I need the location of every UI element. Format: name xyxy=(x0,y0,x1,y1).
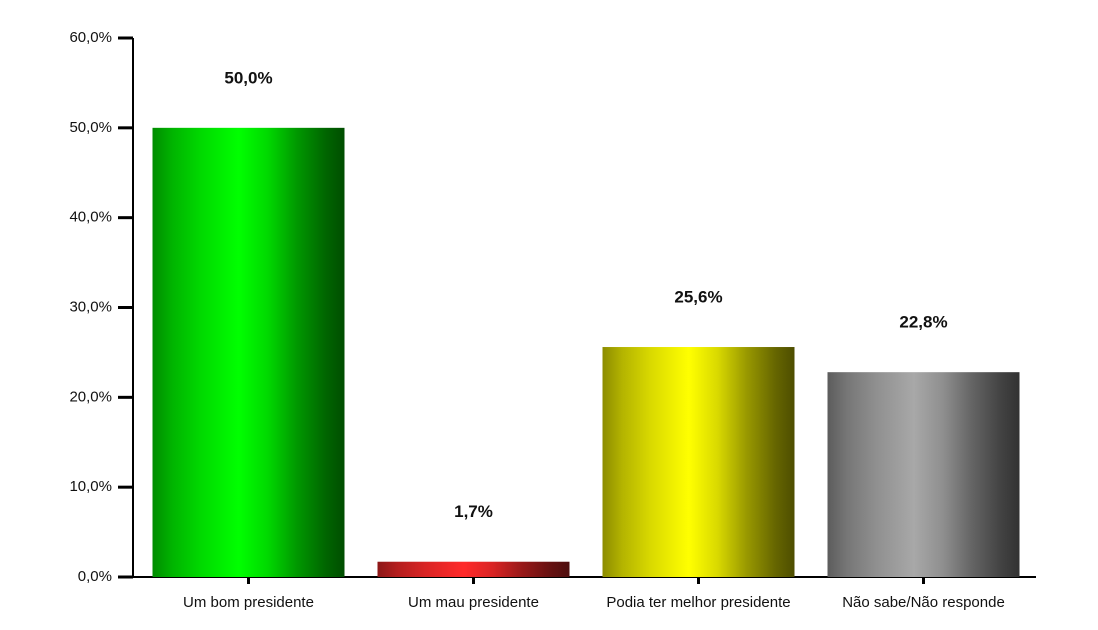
value-label: 25,6% xyxy=(674,288,722,307)
bar xyxy=(602,347,795,577)
y-tick-label: 0,0% xyxy=(78,568,112,585)
y-tick-label: 20,0% xyxy=(69,388,112,405)
y-tick-label: 60,0% xyxy=(69,29,112,46)
y-tick-label: 10,0% xyxy=(69,478,112,495)
value-label: 1,7% xyxy=(454,502,493,521)
y-tick-label: 40,0% xyxy=(69,209,112,226)
value-label: 50,0% xyxy=(224,68,272,87)
bar xyxy=(377,561,570,577)
y-tick-label: 30,0% xyxy=(69,298,112,315)
y-tick-label: 50,0% xyxy=(69,119,112,136)
x-tick-label: Um mau presidente xyxy=(408,594,539,611)
x-tick-label: Não sabe/Não responde xyxy=(842,594,1005,611)
value-label: 22,8% xyxy=(899,313,947,332)
bar xyxy=(827,372,1020,577)
bar xyxy=(152,127,345,577)
x-tick-label: Um bom presidente xyxy=(183,594,314,611)
x-tick-label: Podia ter melhor presidente xyxy=(606,594,790,611)
